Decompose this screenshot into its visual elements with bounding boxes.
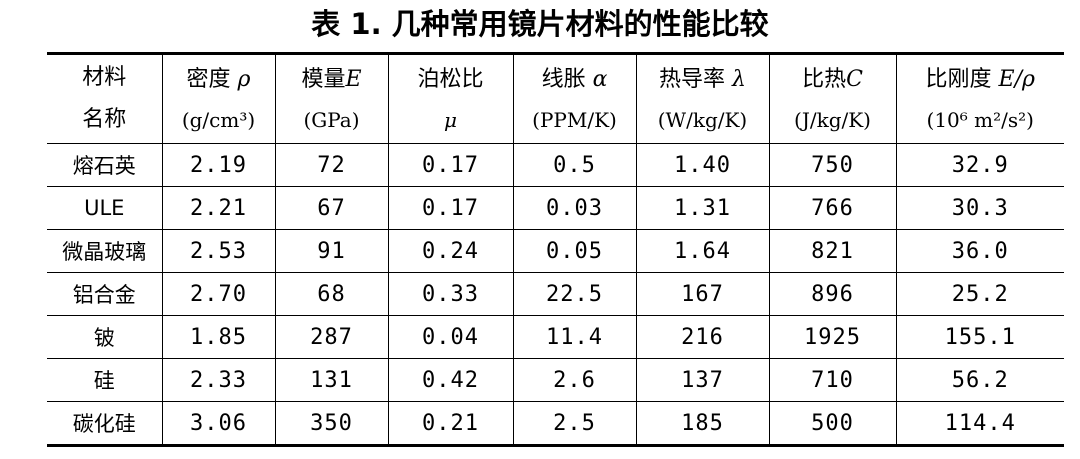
table-cell: 1.85 <box>161 315 276 359</box>
table-cell: 1.64 <box>635 229 770 273</box>
table-cell: 3.06 <box>161 401 276 447</box>
materials-table: 材料 名称 密度 ρ (g/cm³) 模量E (GPa) 泊松比 μ 线胀 α … <box>47 52 1064 447</box>
header-cell: 比刚度 E/ρ (10⁶ m²/s²) <box>895 52 1064 144</box>
table-cell: 114.4 <box>895 401 1064 447</box>
table-row: 碳化硅 3.06 350 0.21 2.5 185 500 114.4 <box>47 401 1064 447</box>
table-cell: 2.21 <box>161 186 276 230</box>
table-cell: 0.04 <box>387 315 514 359</box>
material-name-cell: 铍 <box>47 315 163 359</box>
table-cell: 0.17 <box>387 143 514 187</box>
header-cell: 热导率 λ (W/kg/K) <box>635 52 770 144</box>
table-cell: 0.17 <box>387 186 514 230</box>
table-cell: 11.4 <box>512 315 637 359</box>
table-cell: 2.19 <box>161 143 276 187</box>
table-cell: 766 <box>768 186 897 230</box>
table-cell: 25.2 <box>895 272 1064 316</box>
header-cell: 比热C (J/kg/K) <box>768 52 897 144</box>
table-cell: 155.1 <box>895 315 1064 359</box>
table-cell: 56.2 <box>895 358 1064 402</box>
table-cell: 22.5 <box>512 272 637 316</box>
table-cell: 1.31 <box>635 186 770 230</box>
material-name-cell: 硅 <box>47 358 163 402</box>
table-cell: 350 <box>274 401 389 447</box>
table-cell: 0.05 <box>512 229 637 273</box>
table-cell: 1.40 <box>635 143 770 187</box>
table-cell: 2.33 <box>161 358 276 402</box>
table-cell: 821 <box>768 229 897 273</box>
table-row: 铝合金 2.70 68 0.33 22.5 167 896 25.2 <box>47 272 1064 316</box>
table-cell: 0.5 <box>512 143 637 187</box>
table-cell: 30.3 <box>895 186 1064 230</box>
table-cell: 68 <box>274 272 389 316</box>
table-cell: 750 <box>768 143 897 187</box>
table-cell: 185 <box>635 401 770 447</box>
table-cell: 0.24 <box>387 229 514 273</box>
material-name-cell: 微晶玻璃 <box>47 229 163 273</box>
table-cell: 2.6 <box>512 358 637 402</box>
table-cell: 500 <box>768 401 897 447</box>
table-row: 微晶玻璃 2.53 91 0.24 0.05 1.64 821 36.0 <box>47 229 1064 273</box>
table-cell: 72 <box>274 143 389 187</box>
header-cell: 材料 名称 <box>47 52 163 144</box>
table-cell: 91 <box>274 229 389 273</box>
table-cell: 2.5 <box>512 401 637 447</box>
header-cell: 线胀 α (PPM/K) <box>512 52 637 144</box>
material-name-cell: 熔石英 <box>47 143 163 187</box>
table-cell: 1925 <box>768 315 897 359</box>
table-cell: 896 <box>768 272 897 316</box>
table-cell: 137 <box>635 358 770 402</box>
header-cell: 泊松比 μ <box>387 52 514 144</box>
table-cell: 67 <box>274 186 389 230</box>
table-cell: 216 <box>635 315 770 359</box>
table-cell: 0.03 <box>512 186 637 230</box>
table-row: ULE 2.21 67 0.17 0.03 1.31 766 30.3 <box>47 186 1064 230</box>
table-cell: 167 <box>635 272 770 316</box>
table-cell: 0.21 <box>387 401 514 447</box>
table-row: 铍 1.85 287 0.04 11.4 216 1925 155.1 <box>47 315 1064 359</box>
table-cell: 710 <box>768 358 897 402</box>
table-row: 熔石英 2.19 72 0.17 0.5 1.40 750 32.9 <box>47 143 1064 187</box>
table-cell: 36.0 <box>895 229 1064 273</box>
table-title: 表 1. 几种常用镜片材料的性能比较 <box>311 7 769 41</box>
header-cell: 模量E (GPa) <box>274 52 389 144</box>
material-name-cell: ULE <box>47 186 163 230</box>
table-cell: 0.33 <box>387 272 514 316</box>
table-cell: 2.53 <box>161 229 276 273</box>
header-cell: 密度 ρ (g/cm³) <box>161 52 276 144</box>
table-cell: 2.70 <box>161 272 276 316</box>
table-cell: 32.9 <box>895 143 1064 187</box>
material-name-cell: 铝合金 <box>47 272 163 316</box>
table-cell: 131 <box>274 358 389 402</box>
table-cell: 0.42 <box>387 358 514 402</box>
table-row: 硅 2.33 131 0.42 2.6 137 710 56.2 <box>47 358 1064 402</box>
material-name-cell: 碳化硅 <box>47 401 163 447</box>
table-cell: 287 <box>274 315 389 359</box>
